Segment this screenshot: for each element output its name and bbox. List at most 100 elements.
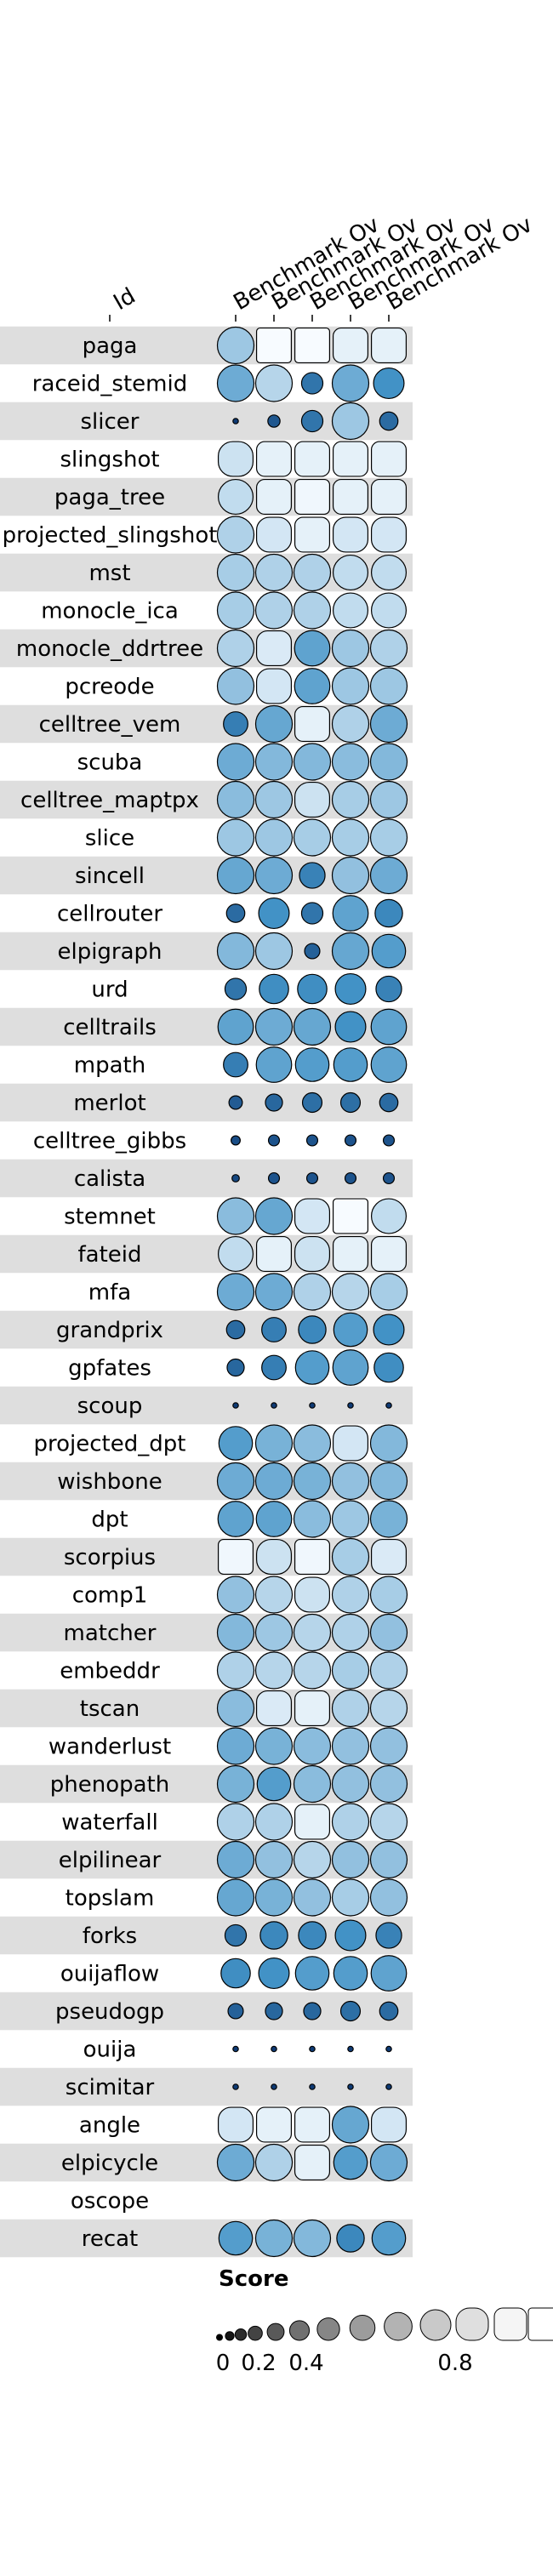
score-cell: [255, 1501, 293, 1537]
score-cell: [225, 1319, 246, 1340]
score-cell: [331, 629, 370, 668]
score-cell: [309, 2045, 316, 2053]
score-cell: [294, 1576, 331, 1613]
score-cell: [332, 592, 369, 629]
score-cell: [216, 932, 255, 971]
score-cell: [369, 1273, 408, 1311]
score-cell: [300, 409, 324, 433]
score-cell: [370, 441, 408, 477]
score-cell: [369, 1689, 408, 1728]
score-cell: [254, 1803, 294, 1841]
row-label: celltree_gibbs: [33, 1129, 186, 1154]
row-stripe: [0, 2067, 413, 2106]
score-cell: [293, 1500, 332, 1538]
legend-mark: [493, 2307, 527, 2341]
row-label: ouija: [83, 2037, 137, 2063]
score-cell: [331, 667, 370, 705]
score-cell: [255, 1538, 293, 1576]
score-cell: [369, 1576, 408, 1614]
score-cell: [294, 668, 331, 704]
score-cell: [254, 780, 294, 819]
score-legend: Score 0 0.2 0.4 0.8: [216, 2266, 553, 2376]
score-cell: [271, 1402, 277, 1409]
score-cell: [216, 1764, 255, 1804]
score-cell: [369, 1424, 408, 1462]
score-cell: [254, 591, 294, 630]
row-label: elpilinear: [59, 1848, 162, 1873]
score-cell: [216, 516, 255, 554]
row-label: angle: [79, 2113, 140, 2139]
score-cell: [261, 1317, 287, 1342]
row-label: phenopath: [50, 1772, 169, 1798]
score-cell: [299, 862, 326, 889]
legend-mark: [527, 2307, 553, 2341]
score-cell: [371, 2220, 407, 2256]
score-cell: [331, 1651, 370, 1690]
row-label: dpt: [91, 1507, 128, 1533]
score-cell: [369, 1500, 408, 1538]
score-cell: [332, 1349, 369, 1386]
legend-tick-labels: 0 0.2 0.4 0.8: [216, 2351, 473, 2376]
score-cell: [293, 1613, 332, 1652]
score-cell: [218, 1426, 254, 1461]
score-cell: [216, 1613, 255, 1652]
legend-mark: [248, 2325, 263, 2341]
score-cell: [334, 1919, 367, 1952]
row-label: raceid_stemid: [32, 372, 187, 397]
score-cell: [331, 1803, 370, 1841]
legend-mark: [419, 2309, 452, 2341]
score-cell: [379, 2001, 399, 2021]
score-cell: [294, 1538, 331, 1576]
score-cell: [254, 364, 294, 402]
score-cell: [216, 1197, 255, 1235]
score-cell: [256, 1766, 292, 1802]
score-cell: [254, 932, 294, 971]
score-cell: [255, 1046, 293, 1083]
score-cell: [216, 326, 255, 365]
score-cell: [294, 478, 331, 516]
score-cell: [333, 1047, 368, 1082]
score-cell: [375, 975, 402, 1003]
legend-mark: [288, 2320, 311, 2341]
row-label: scorpius: [64, 1545, 156, 1570]
score-cell: [216, 856, 255, 895]
row-stripe: [0, 1159, 413, 1198]
legend-tick-label: 0.2: [241, 2351, 276, 2376]
row-label: recat: [82, 2226, 139, 2252]
score-cell: [370, 1198, 408, 1234]
score-cell: [231, 1174, 240, 1183]
legend-mark: [384, 2311, 413, 2341]
row-label: slice: [85, 826, 134, 852]
score-cell: [267, 1171, 281, 1185]
score-cell: [331, 364, 370, 402]
score-cell: [294, 516, 331, 553]
score-cell: [293, 2219, 332, 2258]
score-cell: [254, 553, 294, 592]
row-label: mpath: [74, 1053, 145, 1079]
row-label: topslam: [66, 1886, 155, 1912]
score-cell: [331, 1613, 370, 1652]
score-cell: [271, 2045, 277, 2053]
score-cell: [293, 591, 332, 630]
score-cell: [347, 2083, 354, 2090]
score-cell: [347, 2045, 354, 2053]
score-cell: [293, 1273, 332, 1311]
row-label: embeddr: [60, 1659, 160, 1684]
score-cell: [331, 1537, 370, 1576]
score-cell: [217, 478, 254, 516]
legend-mark: [216, 2334, 223, 2341]
score-cell: [344, 1134, 357, 1147]
score-cell: [373, 1314, 405, 1346]
legend-mark: [316, 2317, 340, 2341]
row-label: waterfall: [61, 1810, 158, 1836]
score-cell: [216, 1651, 255, 1690]
score-cell: [224, 977, 248, 1000]
id-column-header: Id: [110, 283, 140, 316]
score-cell: [309, 1402, 316, 1409]
score-cell: [333, 1312, 368, 1348]
score-cell: [370, 1235, 408, 1273]
score-cell: [271, 2083, 277, 2090]
score-cell: [232, 2045, 239, 2053]
row-label: scimitar: [66, 2075, 155, 2100]
score-cell: [216, 667, 255, 705]
